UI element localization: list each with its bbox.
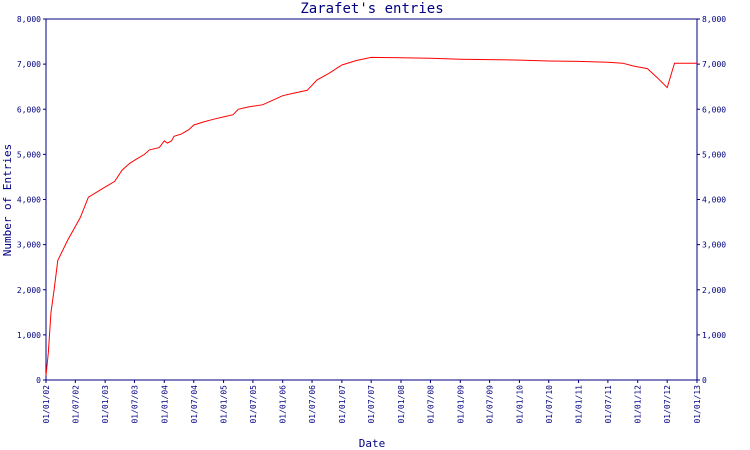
x-tick-label: 01/01/10 (515, 385, 524, 424)
x-tick-label: 01/07/05 (249, 385, 258, 424)
y-axis-right: 0 1,000 2,000 3,000 4,000 5,000 6,000 7,000 8,00… (697, 15, 726, 385)
x-axis-label: Date (359, 437, 386, 450)
x-tick-label: 01/01/12 (634, 385, 643, 424)
y-tick-label-right: 1,000 (702, 331, 726, 340)
x-tick-label: 01/07/03 (130, 385, 139, 424)
y-tick-label-right: 7,000 (702, 60, 726, 69)
x-tick-label: 01/07/06 (308, 385, 317, 424)
x-tick-label: 01/07/10 (545, 385, 554, 424)
y-tick-label-left: 0 (36, 376, 41, 385)
x-tick-label: 01/07/08 (426, 385, 435, 424)
x-tick-label: 01/01/11 (575, 385, 584, 424)
x-tick-label: 01/01/05 (220, 385, 229, 424)
y-tick-label-left: 3,000 (17, 241, 41, 250)
x-axis: 01/01/02 01/07/02 01/01/03 01/07/03 01/01/04… (42, 380, 702, 424)
y-tick-label-right: 0 (702, 376, 707, 385)
chart-title: Zarafet's entries (300, 1, 443, 17)
x-tick-label: 01/01/02 (42, 385, 51, 424)
x-tick-label: 01/01/08 (397, 385, 406, 424)
y-tick-label-left: 1,000 (17, 331, 41, 340)
x-tick-label: 01/07/07 (367, 385, 376, 424)
x-tick-label: 01/01/03 (101, 385, 110, 424)
plot-area (45, 18, 698, 381)
series-line (45, 56, 697, 376)
y-tick-label-right: 8,000 (702, 15, 726, 24)
x-tick-label: 01/07/09 (486, 385, 495, 424)
y-axis-left: 0 1,000 2,000 3,000 4,000 5,000 6,000 7,000 8,00… (17, 15, 46, 385)
y-tick-label-right: 2,000 (702, 286, 726, 295)
y-tick-label-right: 3,000 (702, 241, 726, 250)
x-tick-label: 01/07/04 (190, 385, 199, 424)
x-tick-label: 01/01/13 (693, 385, 702, 424)
y-tick-label-right: 5,000 (702, 150, 726, 159)
x-tick-label: 01/01/07 (338, 385, 347, 424)
y-tick-label-left: 6,000 (17, 105, 41, 114)
y-tick-label-left: 7,000 (17, 60, 41, 69)
y-tick-label-right: 4,000 (702, 196, 726, 205)
x-tick-label: 01/07/02 (71, 385, 80, 424)
x-tick-label: 01/07/11 (604, 385, 613, 424)
y-tick-label-left: 8,000 (17, 15, 41, 24)
y-tick-label-left: 4,000 (17, 196, 41, 205)
y-tick-label-left: 5,000 (17, 150, 41, 159)
x-tick-label: 01/07/12 (663, 385, 672, 424)
y-tick-label-right: 6,000 (702, 105, 726, 114)
y-axis-label: Number of Entries (1, 144, 14, 257)
x-tick-label: 01/01/04 (160, 385, 169, 424)
y-tick-label-left: 2,000 (17, 286, 41, 295)
x-tick-label: 01/01/09 (456, 385, 465, 424)
x-tick-label: 01/01/06 (279, 385, 288, 424)
